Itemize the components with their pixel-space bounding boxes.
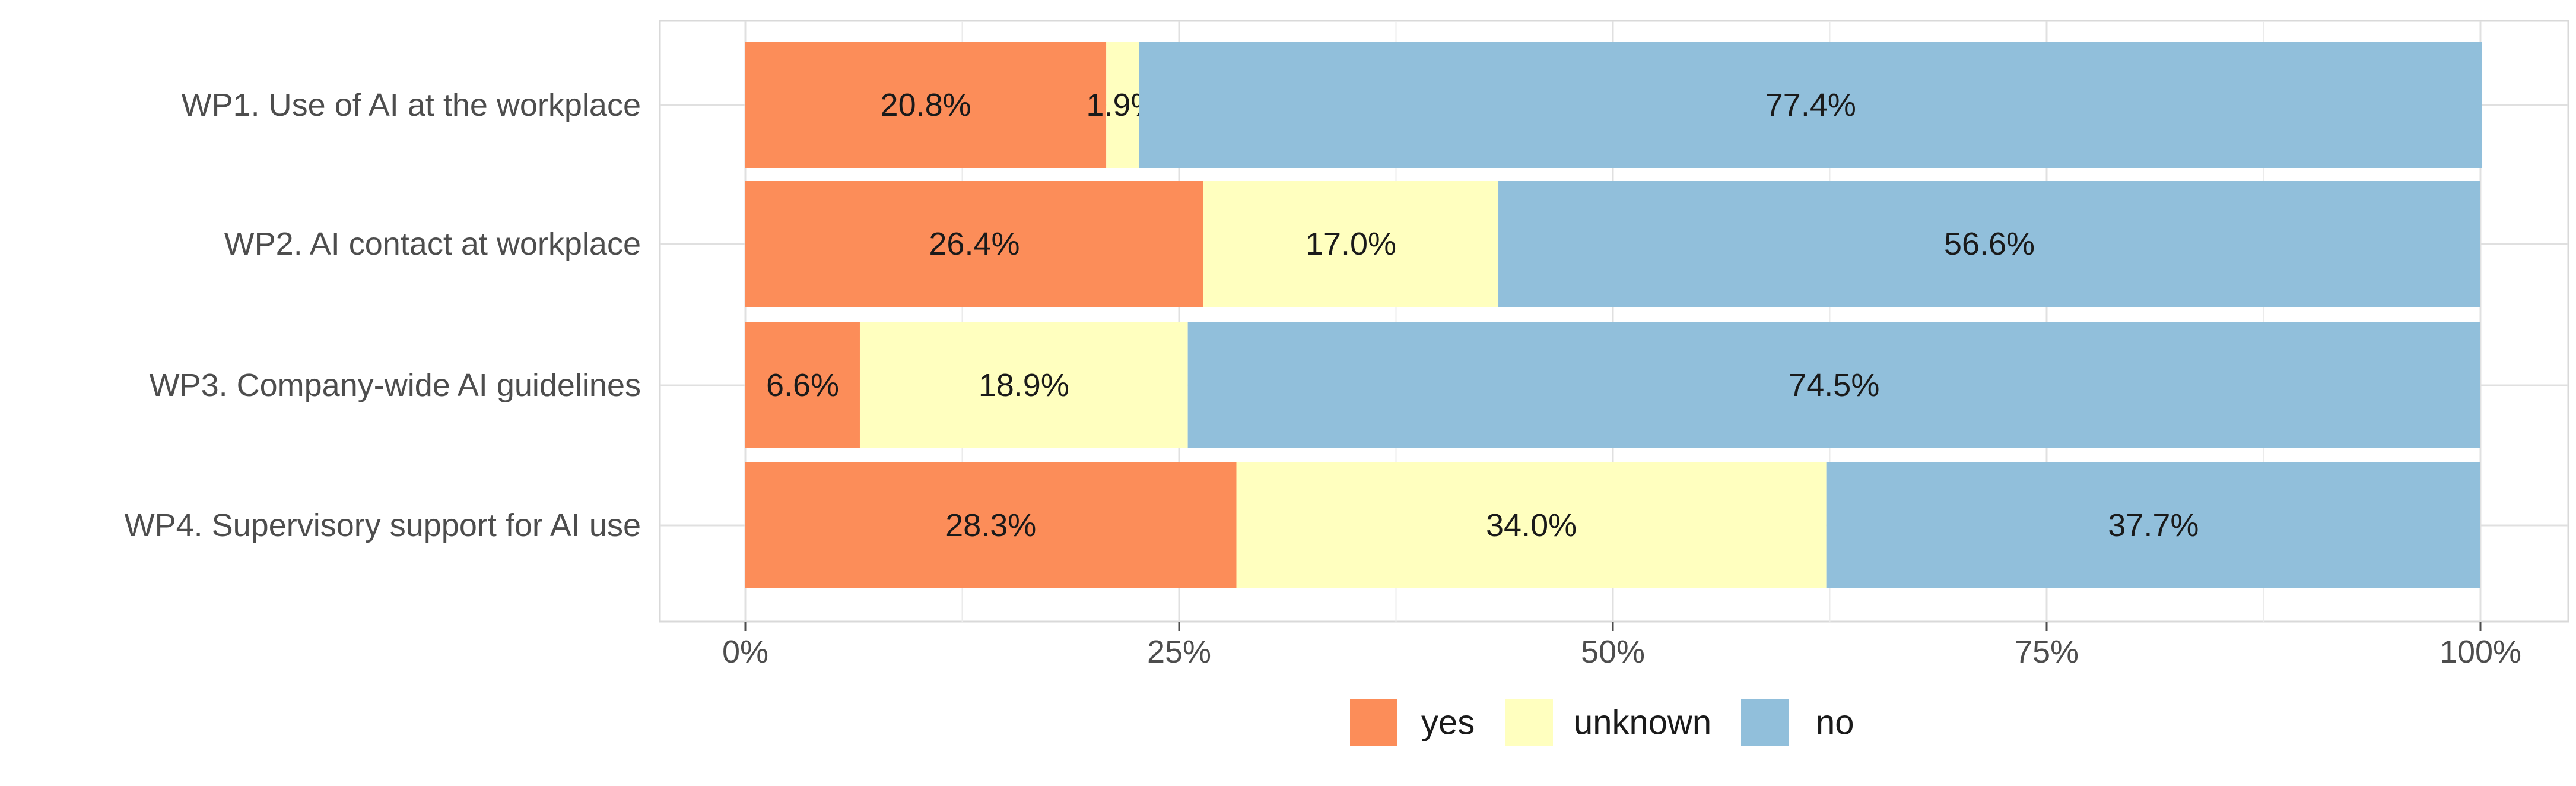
bar-value-label: 18.9% (979, 367, 1069, 403)
bar-segment-no (1826, 462, 2480, 588)
bar-value-label: 20.8% (881, 87, 971, 123)
bar-value-label: 37.7% (2108, 508, 2199, 543)
legend-key-unknown (1505, 699, 1553, 746)
legend-label-no: no (1816, 703, 1854, 742)
category-label: WP1. Use of AI at the workplace (182, 87, 641, 123)
legend-key-yes (1350, 699, 1397, 746)
bar-segment-no (1187, 322, 2480, 448)
bars: 20.8% 1.9% 77.4%26.4% 17.0% 56.6%6.6% 18.9% 74… (745, 42, 2482, 588)
category-label: WP3. Company-wide AI guidelines (150, 367, 641, 403)
x-tick-label: 25% (1147, 634, 1211, 670)
bar-segment-unknown (1203, 181, 1499, 307)
bar-segment-yes (745, 181, 1203, 307)
bar-segment-yes (745, 322, 860, 448)
bar-segment-unknown (1106, 42, 1139, 168)
bar-value-label: 17.0% (1306, 226, 1396, 262)
category-label: WP4. Supervisory support for AI use (125, 508, 641, 543)
bar-value-label: 6.6% (766, 367, 839, 403)
bar-segment-unknown (1236, 462, 1827, 588)
legend-label-unknown: unknown (1574, 703, 1711, 742)
bar-value-label: 28.3% (945, 508, 1036, 543)
x-axis-ticks: 0% 25% 50% 75% 100% (722, 622, 2521, 670)
bar-value-label: 56.6% (1944, 226, 2035, 262)
bar-value-label: 26.4% (929, 226, 1019, 262)
bar-segment-yes (745, 42, 1107, 168)
legend-key-no (1741, 699, 1789, 746)
bar-value-label: 34.0% (1486, 508, 1577, 543)
x-tick-label: 50% (1581, 634, 1645, 670)
category-labels: WP1. Use of AI at the workplace WP2. AI c… (125, 87, 641, 543)
bar-value-label: 77.4% (1765, 87, 1856, 123)
bar-segment-yes (745, 462, 1237, 588)
x-tick-label: 75% (2015, 634, 2079, 670)
bar-segment-no (1139, 42, 2482, 168)
bar-segment-unknown (859, 322, 1188, 448)
bar-value-label: 74.5% (1789, 367, 1879, 403)
x-tick-label: 100% (2440, 634, 2521, 670)
legend-label-yes: yes (1421, 703, 1475, 742)
x-tick-label: 0% (722, 634, 768, 670)
legend: yes unknown no (1350, 699, 1854, 746)
bar-segment-no (1498, 181, 2480, 307)
category-label: WP2. AI contact at workplace (224, 226, 641, 262)
